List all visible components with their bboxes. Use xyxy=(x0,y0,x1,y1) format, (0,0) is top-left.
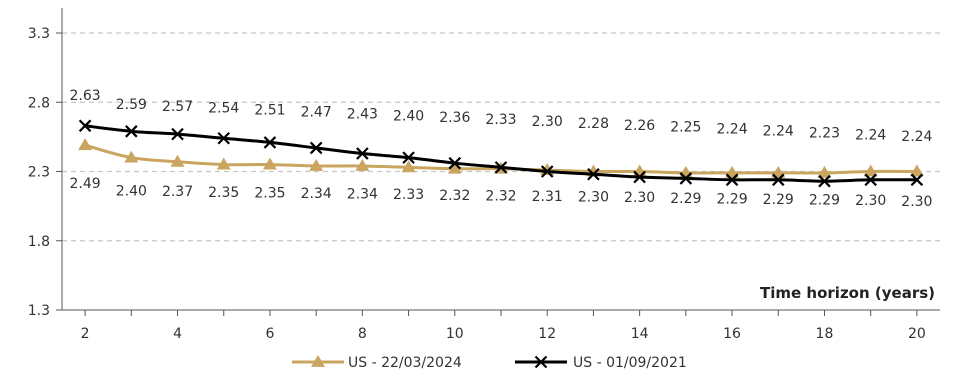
x-tick-label: 12 xyxy=(538,326,556,342)
x-tick-label: 10 xyxy=(446,326,464,342)
point-x xyxy=(171,127,184,141)
data-label: 2.35 xyxy=(254,185,285,201)
point-x xyxy=(587,167,600,181)
data-label: 2.30 xyxy=(855,193,886,209)
data-label: 2.23 xyxy=(809,125,840,141)
data-label: 2.35 xyxy=(208,185,239,201)
point-x xyxy=(125,125,138,138)
legend-label: US - 22/03/2024 xyxy=(348,355,462,371)
data-label: 2.24 xyxy=(716,122,747,138)
legend: US - 22/03/2024 US - 01/09/2021 xyxy=(292,355,687,371)
point-x xyxy=(494,161,508,174)
point-triangle xyxy=(124,150,139,163)
point-x xyxy=(633,170,646,184)
point-triangle xyxy=(447,161,462,174)
point-triangle xyxy=(309,158,324,171)
y-tick-label: 1.3 xyxy=(28,303,50,319)
y-tick-label: 3.3 xyxy=(28,26,50,42)
legend-item-1: US - 01/09/2021 xyxy=(515,355,687,371)
point-triangle xyxy=(401,160,416,173)
point-x xyxy=(540,165,554,178)
point-x xyxy=(725,173,739,187)
data-label: 2.24 xyxy=(901,129,932,145)
point-x xyxy=(356,147,369,160)
legend-label: US - 01/09/2021 xyxy=(573,355,687,371)
point-triangle xyxy=(262,157,277,170)
data-label: 2.30 xyxy=(901,194,932,210)
data-label: 2.31 xyxy=(532,189,563,205)
series-group xyxy=(78,119,924,188)
data-label: 2.29 xyxy=(716,191,747,207)
point-triangle xyxy=(863,164,878,177)
legend-marker xyxy=(534,355,548,369)
x-tick-labels: 2 4 6 8 10 12 14 16 18 20 xyxy=(81,326,926,342)
point-triangle xyxy=(170,154,185,167)
x-tick-label: 4 xyxy=(173,326,182,342)
y-tick-label: 1.8 xyxy=(28,234,50,250)
data-label: 2.40 xyxy=(393,108,424,124)
gridlines xyxy=(56,32,940,316)
data-label: 2.59 xyxy=(116,97,147,113)
point-triangle xyxy=(78,138,93,151)
data-label: 2.57 xyxy=(162,99,193,115)
x-tick-label: 2 xyxy=(81,326,90,342)
point-triangle xyxy=(355,158,370,171)
y-tick-labels: 1.3 1.8 2.3 2.8 3.3 xyxy=(28,26,50,319)
data-label: 2.40 xyxy=(116,184,147,200)
point-x xyxy=(771,173,785,187)
data-label: 2.24 xyxy=(763,124,794,140)
data-label: 2.29 xyxy=(763,192,794,208)
x-tick-label: 16 xyxy=(723,326,741,342)
point-x xyxy=(78,119,92,133)
data-label: 2.36 xyxy=(439,110,470,126)
data-label: 2.33 xyxy=(393,187,424,203)
x-tick-label: 18 xyxy=(816,326,834,342)
axes xyxy=(61,8,940,311)
data-label: 2.30 xyxy=(532,114,563,130)
legend-marker xyxy=(311,355,325,367)
x-axis-title: Time horizon (years) xyxy=(760,284,935,302)
data-label: 2.43 xyxy=(347,106,378,122)
point-x xyxy=(864,173,877,187)
data-label: 2.29 xyxy=(670,191,701,207)
data-label: 2.30 xyxy=(624,190,655,206)
point-x xyxy=(309,141,323,155)
point-triangle xyxy=(909,164,924,177)
x-tick-label: 8 xyxy=(358,326,367,342)
data-label: 2.26 xyxy=(624,118,655,134)
data-label: 2.51 xyxy=(254,103,285,119)
point-x xyxy=(263,136,277,149)
y-tick-label: 2.8 xyxy=(28,95,50,111)
data-label: 2.32 xyxy=(439,188,470,204)
point-x xyxy=(679,172,693,185)
data-label: 2.54 xyxy=(208,101,239,117)
point-triangle xyxy=(817,165,832,178)
point-x xyxy=(402,151,415,164)
data-label: 2.47 xyxy=(301,105,332,121)
data-label: 2.34 xyxy=(301,186,332,202)
data-label: 2.29 xyxy=(809,193,840,209)
data-label: 2.24 xyxy=(855,127,886,143)
data-label: 2.63 xyxy=(70,88,101,104)
data-label: 2.28 xyxy=(578,116,609,132)
data-label: 2.30 xyxy=(578,190,609,206)
point-triangle xyxy=(216,157,231,170)
point-x xyxy=(217,131,231,145)
data-label: 2.34 xyxy=(347,187,378,203)
point-x xyxy=(448,156,462,170)
x-tick-label: 14 xyxy=(631,326,649,342)
data-label: 2.49 xyxy=(70,176,101,192)
y-tick-label: 2.3 xyxy=(28,165,50,181)
legend-item-0: US - 22/03/2024 xyxy=(292,355,462,371)
point-x xyxy=(818,174,831,188)
x-tick-label: 6 xyxy=(265,326,274,342)
point-x xyxy=(910,173,924,187)
data-label: 2.25 xyxy=(670,120,701,136)
x-tick-label: 20 xyxy=(908,326,926,342)
data-label: 2.32 xyxy=(485,188,516,204)
data-label: 2.33 xyxy=(485,112,516,128)
data-label: 2.37 xyxy=(162,184,193,200)
data-labels: 2.49 2.40 2.37 2.35 2.35 2.34 2.34 2.33 2.32 2.32… xyxy=(70,88,933,210)
